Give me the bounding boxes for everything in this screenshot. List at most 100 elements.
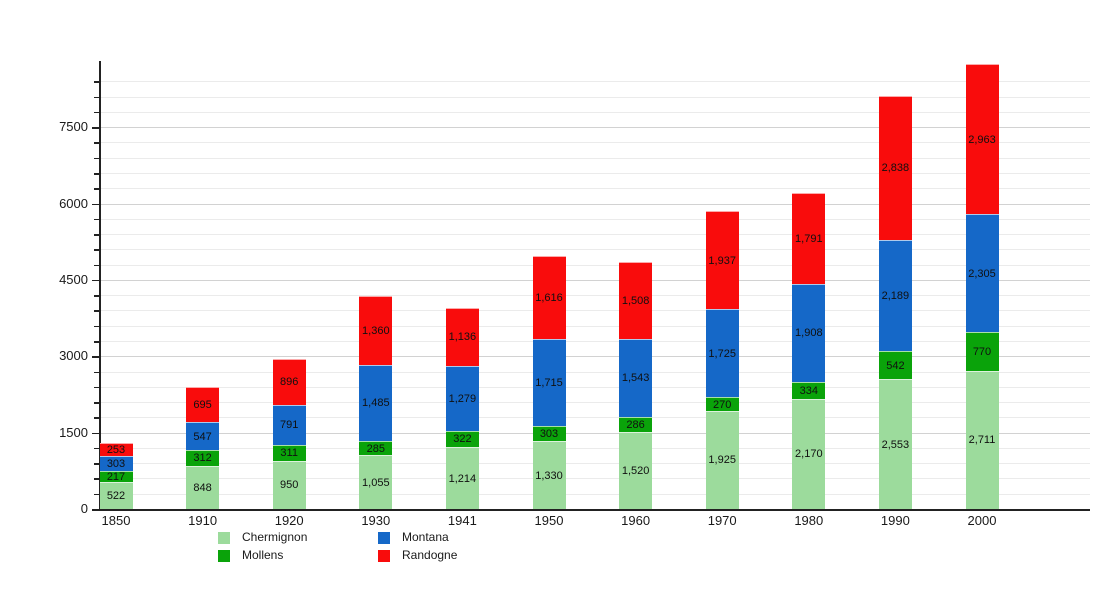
legend-column-2: Montana Randogne [378, 531, 538, 562]
value-label: 695 [193, 398, 212, 411]
y-tick-minor [94, 218, 99, 221]
y-axis-tick-label: 1500 [59, 424, 88, 440]
y-tick-minor [94, 249, 99, 251]
value-label: 322 [453, 433, 472, 446]
gridline-minor [100, 463, 1090, 465]
value-label: 2,553 [881, 438, 910, 451]
legend-label: Montana [402, 530, 449, 544]
value-label: 848 [193, 481, 212, 494]
value-label: 1,791 [795, 233, 823, 246]
bar-segment-randogne: 1,937 [705, 210, 739, 310]
bar-segment-montana: 1,279 [445, 365, 479, 431]
bar-segment-mollens: 312 [186, 449, 220, 466]
value-label: 285 [366, 442, 385, 455]
bar-segment-montana: 547 [186, 422, 220, 450]
gridline-major [100, 279, 1090, 281]
legend-column-1: Chermignon Mollens [218, 531, 378, 562]
value-label: 334 [799, 384, 818, 397]
bar-segment-randogne: 695 [186, 386, 220, 423]
gridline-minor [100, 234, 1090, 236]
y-tick-major [92, 203, 99, 206]
bar-segment-randogne: 2,838 [878, 95, 912, 240]
gridline-minor [100, 417, 1090, 419]
legend-item-montana: Montana [378, 531, 538, 544]
value-label: 1,360 [362, 325, 390, 338]
y-tick-minor [94, 371, 99, 374]
bar-1990: 2,553 542 2,189 2,838 [878, 95, 912, 509]
bar-segment-randogne: 1,616 [532, 256, 566, 339]
gridline-minor [100, 447, 1090, 449]
y-tick-minor [94, 173, 99, 175]
gridline-minor [100, 157, 1090, 159]
bar-segment-mollens: 334 [792, 381, 826, 399]
value-label: 1,214 [448, 472, 477, 485]
value-label: 303 [539, 428, 559, 441]
gridline-minor [100, 310, 1090, 312]
value-label: 2,711 [968, 434, 996, 447]
bar-segment-mollens: 286 [619, 417, 653, 432]
value-label: 1,136 [448, 331, 477, 344]
y-tick-minor [94, 402, 99, 404]
legend-item-chermignon: Chermignon [218, 531, 378, 544]
y-tick-major [92, 509, 99, 511]
y-axis-tick-label: 7500 [59, 119, 88, 135]
bar-segment-randogne: 1,360 [359, 295, 393, 366]
y-tick-minor [94, 264, 99, 267]
bar-segment-chermignon: 2,553 [878, 379, 912, 509]
bar-1920: 950 311 791 896 [272, 358, 306, 509]
bar-segment-randogne: 1,136 [445, 307, 479, 366]
gridline-minor [100, 295, 1090, 297]
bar-segment-chermignon: 1,925 [705, 410, 739, 509]
gridline-minor [100, 81, 1090, 83]
x-axis-tick-label: 1950 [534, 513, 564, 528]
bar-segment-mollens: 322 [445, 430, 479, 448]
gridline-major [100, 432, 1090, 434]
x-axis-tick-label: 1850 [101, 513, 131, 528]
value-label: 1,908 [795, 327, 823, 340]
value-label: 1,925 [708, 454, 736, 467]
x-axis-tick-label: 1980 [794, 513, 824, 528]
value-label: 791 [280, 419, 299, 432]
legend: Chermignon Mollens Montana Randogne [218, 531, 538, 562]
bar-segment-montana: 1,725 [705, 309, 739, 398]
value-label: 1,055 [362, 476, 390, 489]
bar-segment-randogne: 253 [99, 443, 133, 457]
y-tick-minor [94, 417, 99, 419]
gridline-minor [100, 325, 1090, 327]
x-axis-tick-label: 1970 [707, 513, 737, 528]
gridline-minor [100, 111, 1090, 113]
value-label: 770 [972, 345, 992, 358]
bar-segment-montana: 2,305 [965, 214, 999, 332]
bar-segment-montana: 1,715 [532, 338, 566, 426]
bar-segment-montana: 1,908 [792, 284, 826, 382]
bar-1941: 1,214 322 1,279 1,136 [445, 307, 479, 509]
value-label: 253 [106, 444, 126, 457]
gridline-minor [100, 402, 1090, 404]
legend-swatch-randogne [378, 549, 390, 562]
value-label: 542 [886, 359, 905, 372]
bar-segment-mollens: 770 [965, 331, 999, 371]
x-axis-tick-label: 1930 [361, 513, 391, 528]
y-tick-major [92, 279, 99, 282]
bar-segment-montana: 1,543 [619, 338, 653, 418]
gridline-major [100, 127, 1090, 129]
bar-segment-chermignon: 1,214 [445, 447, 479, 509]
value-label: 1,485 [362, 397, 390, 410]
value-label: 217 [106, 471, 126, 484]
value-label: 1,279 [448, 392, 477, 405]
y-tick-minor [94, 310, 99, 312]
value-label: 311 [280, 447, 298, 460]
value-label: 2,170 [795, 448, 823, 461]
value-label: 2,305 [968, 267, 996, 280]
y-tick-minor [94, 341, 99, 343]
x-axis-tick-label: 1920 [274, 513, 304, 528]
bar-segment-chermignon: 2,711 [965, 370, 999, 509]
bar-segment-chermignon: 522 [99, 482, 133, 509]
gridline-minor [100, 386, 1090, 388]
legend-label: Randogne [402, 548, 458, 562]
bar-segment-mollens: 217 [99, 471, 133, 484]
bar-segment-montana: 303 [99, 455, 133, 472]
bar-segment-mollens: 303 [532, 425, 566, 442]
bar-segment-montana: 791 [272, 404, 306, 445]
